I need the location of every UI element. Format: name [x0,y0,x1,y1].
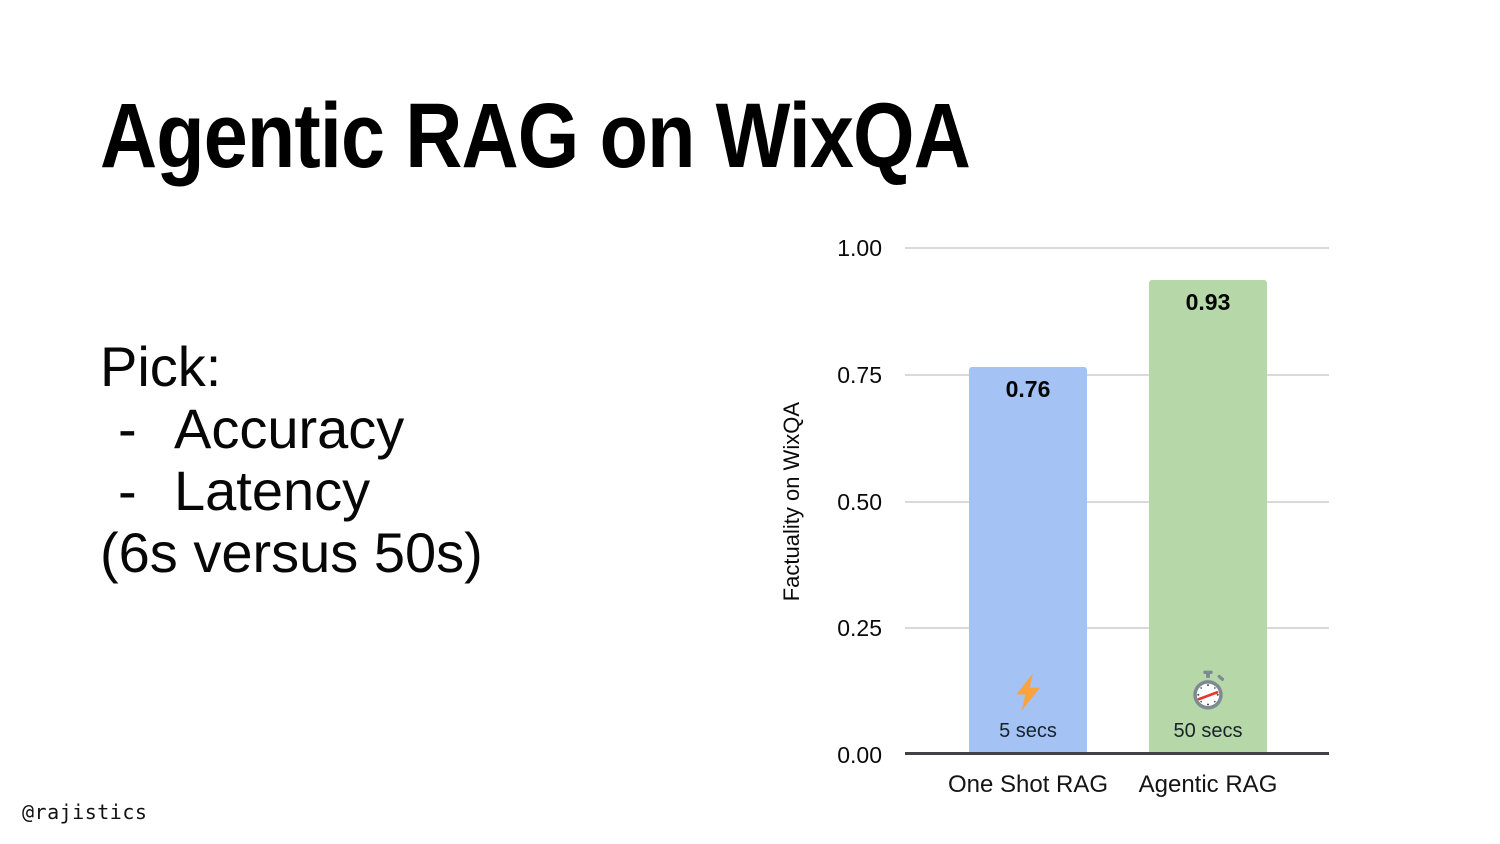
bullet-label: Accuracy [174,397,405,460]
bullet-dash: - [118,397,137,460]
bar-group-one-shot-rag: 0.76 5 secs One Shot RAG [948,248,1108,798]
bar-chart: Factuality on WixQA 1.00 0.75 0.50 0.25 … [772,224,1347,829]
y-tick: 0.00 [837,742,882,768]
y-tick: 0.75 [837,362,882,388]
gridline [905,247,1329,249]
watermark: @rajistics [22,800,148,824]
bar-time-label: 5 secs [999,720,1057,742]
x-category-label: Agentic RAG [1138,771,1278,798]
bullet-dash: - [118,459,137,522]
y-tick: 0.25 [837,615,882,641]
gridline [905,627,1329,629]
bar-value-label: 0.76 [1005,376,1051,402]
gridline [905,374,1329,376]
y-tick: 1.00 [837,235,882,261]
body-text-block: Pick: - Accuracy - Latency (6s versus 50… [100,336,483,584]
lightning-icon [1016,673,1040,711]
plot-area: 0.76 5 secs One Shot RAG 0.93 [905,247,1329,798]
bar-group-agentic-rag: 0.93 [1139,248,1277,798]
body-note: (6s versus 50s) [100,521,483,584]
bar-value-label: 0.93 [1185,289,1231,315]
gridline [905,501,1329,503]
bar-annotation: 5 secs [969,672,1087,743]
bar-annotation: 50 secs [1149,670,1267,743]
page-title: Agentic RAG on WixQA [100,85,971,187]
bullet-item-latency: - Latency [100,460,483,522]
bullet-item-accuracy: - Accuracy [100,398,483,460]
body-lead: Pick: [100,335,222,398]
stopwatch-icon [1193,670,1225,710]
x-category-label: One Shot RAG [947,771,1109,798]
bar-time-label: 50 secs [1173,720,1243,742]
y-tick: 0.50 [837,489,882,515]
bullet-label: Latency [174,459,371,522]
